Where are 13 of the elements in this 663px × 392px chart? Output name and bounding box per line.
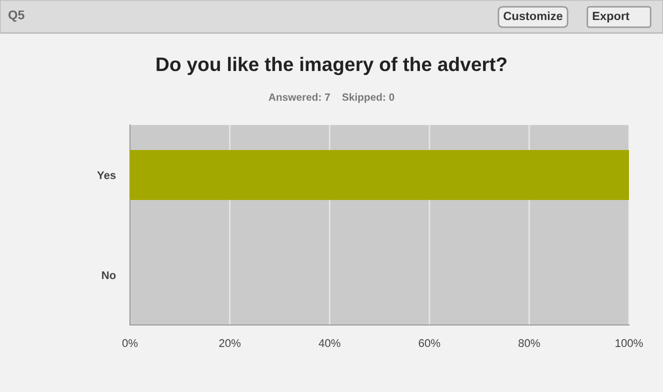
x-tick-label: 40%	[318, 339, 340, 348]
x-tick-label: 60%	[418, 339, 440, 348]
chart-subtitle: Answered: 7 Skipped: 0	[268, 93, 394, 103]
text: Customize	[504, 12, 562, 20]
x-tick-label: 80%	[518, 339, 540, 348]
text: Q5	[8, 10, 24, 22]
y-tick-label: Yes	[97, 171, 116, 180]
x-tick-label: 20%	[219, 339, 241, 348]
chart-title: Do you like the imagery of the advert?	[156, 56, 507, 76]
y-tick-label: No	[102, 271, 116, 280]
x-tick-label: 0%	[122, 339, 138, 348]
x-tick-label: 100%	[616, 339, 643, 348]
text: Export	[592, 12, 630, 22]
